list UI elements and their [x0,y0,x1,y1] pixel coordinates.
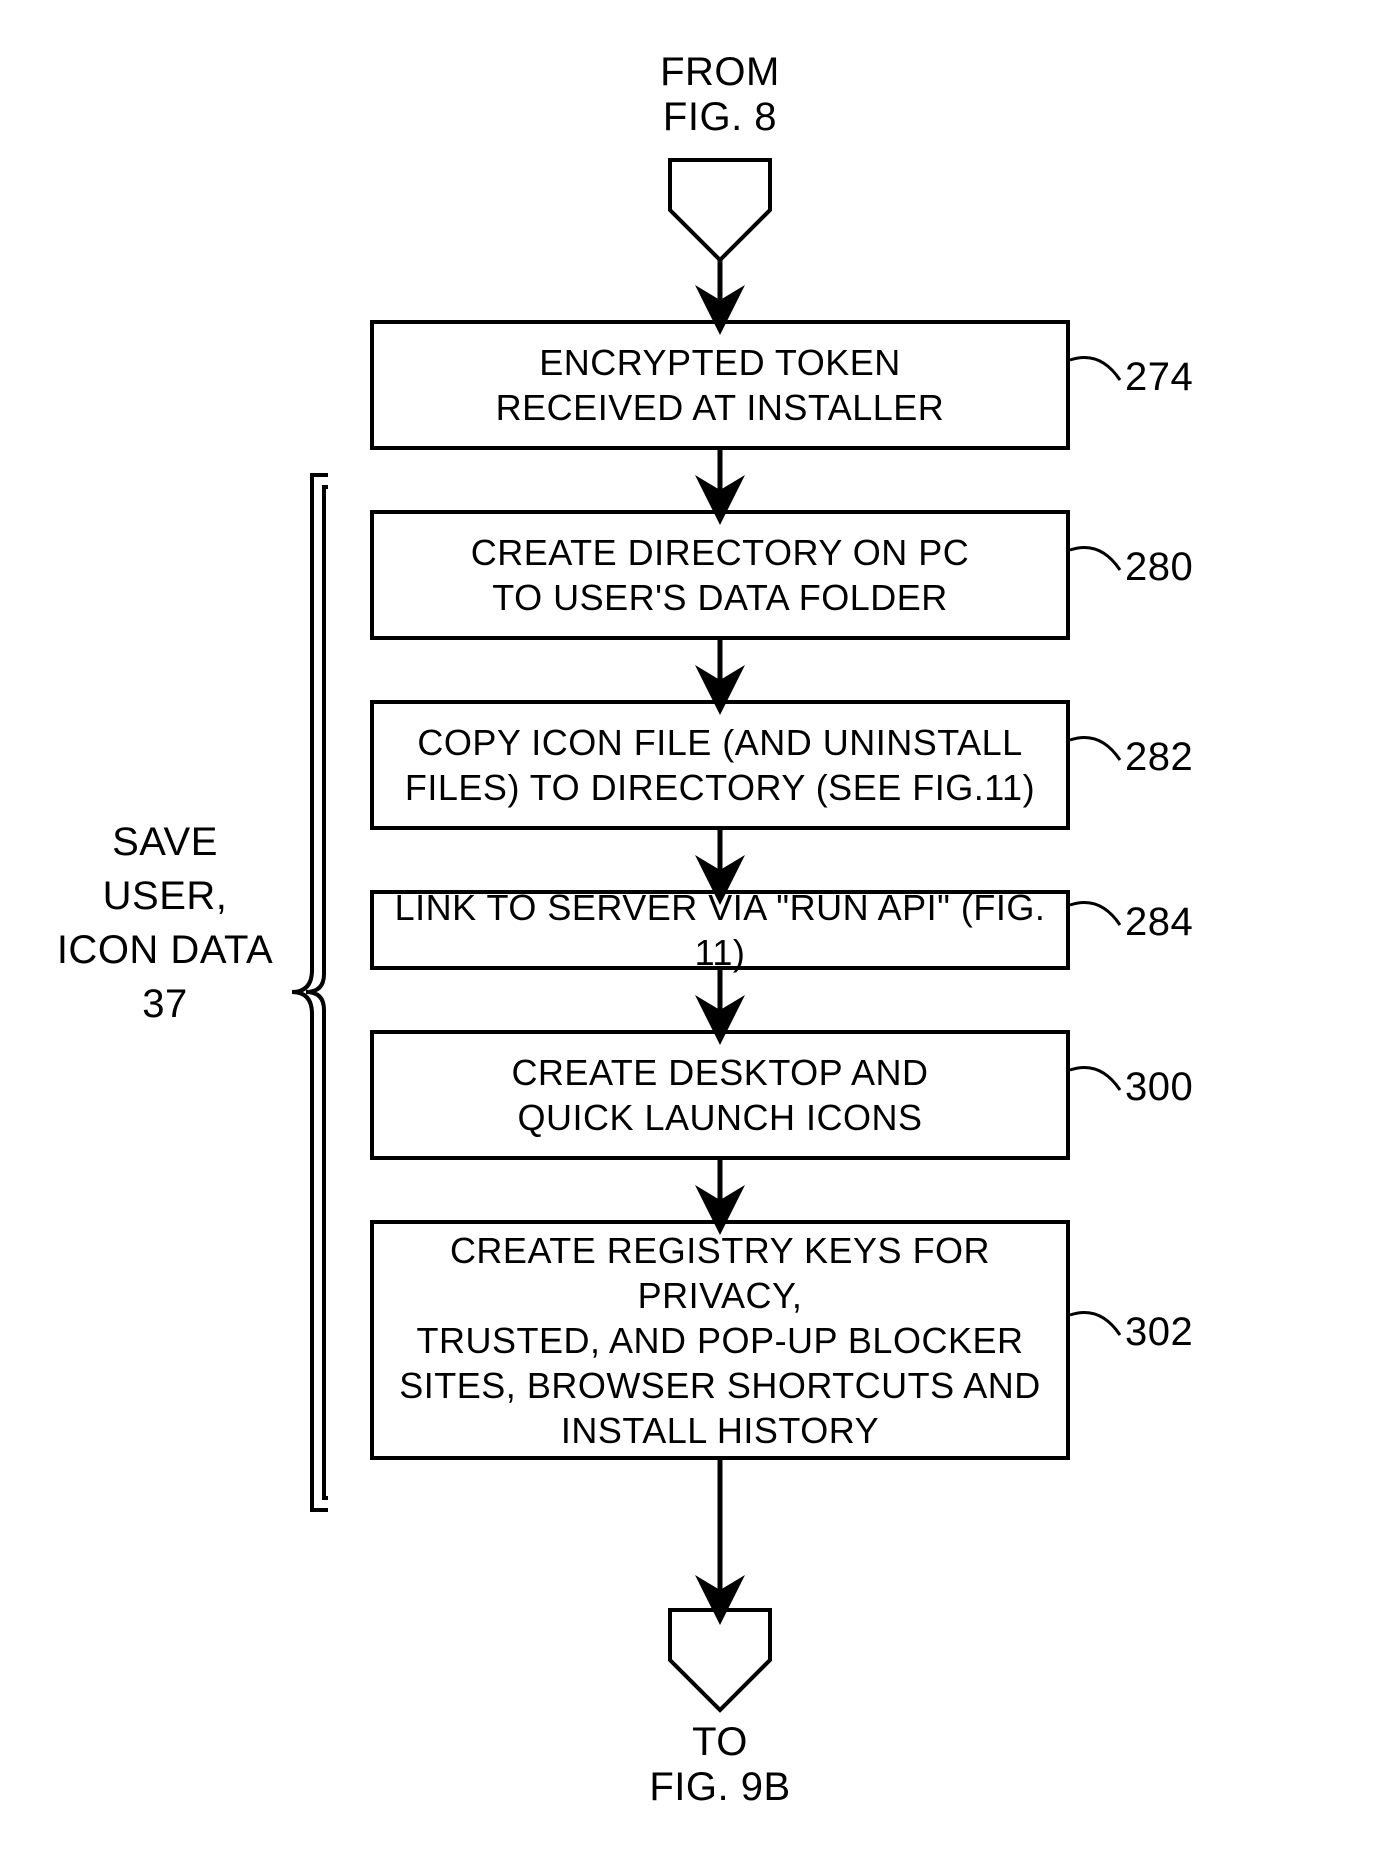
step-300-line2: QUICK LAUNCH ICONS [517,1097,922,1138]
connector-c-letter: C [700,170,740,220]
bracket-outer [292,475,328,1510]
side-label: SAVE USER, ICON DATA 37 [55,815,275,1031]
step-284: LINK TO SERVER VIA "RUN API" (FIG. 11) [370,890,1070,970]
refcurve-300 [1070,1068,1120,1091]
from-line1: FROM [660,50,780,94]
step-274: ENCRYPTED TOKEN RECEIVED AT INSTALLER [370,320,1070,450]
side-line1: SAVE USER, [103,820,228,918]
bracket-inner [306,487,328,1498]
step-280-line2: TO USER'S DATA FOLDER [492,577,947,618]
side-line3: 37 [142,982,188,1026]
refcurve-274 [1070,358,1120,381]
step-284-line1: LINK TO SERVER VIA "RUN API" (FIG. 11) [395,887,1046,973]
from-label: FROM FIG. 8 [630,50,810,140]
step-274-line1: ENCRYPTED TOKEN [539,342,901,383]
ref-274: 274 [1125,355,1193,400]
to-line1: TO [692,1720,748,1764]
refcurve-280 [1070,548,1120,571]
step-302-line1: CREATE REGISTRY KEYS FOR PRIVACY, [450,1230,990,1316]
step-302-line3: SITES, BROWSER SHORTCUTS AND [399,1365,1040,1406]
ref-302: 302 [1125,1310,1193,1355]
ref-300: 300 [1125,1065,1193,1110]
step-302-line4: INSTALL HISTORY [561,1410,879,1451]
step-282-line1: COPY ICON FILE (AND UNINSTALL [417,722,1022,763]
step-302-line2: TRUSTED, AND POP-UP BLOCKER [417,1320,1024,1361]
flowchart-canvas: FROM FIG. 8 SAVE USER, ICON DATA 37 TO F… [0,0,1390,1860]
refcurve-282 [1070,738,1120,761]
step-282: COPY ICON FILE (AND UNINSTALL FILES) TO … [370,700,1070,830]
to-line2: FIG. 9B [649,1765,790,1809]
ref-282: 282 [1125,735,1193,780]
refcurve-284 [1070,903,1120,926]
step-280: CREATE DIRECTORY ON PC TO USER'S DATA FO… [370,510,1070,640]
step-274-line2: RECEIVED AT INSTALLER [496,387,945,428]
to-label: TO FIG. 9B [625,1720,815,1810]
from-line2: FIG. 8 [663,95,777,139]
connector-e-letter: E [700,1620,740,1670]
ref-284: 284 [1125,900,1193,945]
ref-280: 280 [1125,545,1193,590]
step-282-line2: FILES) TO DIRECTORY (SEE FIG.11) [405,767,1035,808]
side-line2: ICON DATA [57,928,273,972]
step-300-line1: CREATE DESKTOP AND [511,1052,928,1093]
step-280-line1: CREATE DIRECTORY ON PC [471,532,969,573]
refcurve-302 [1070,1313,1120,1336]
step-302: CREATE REGISTRY KEYS FOR PRIVACY, TRUSTE… [370,1220,1070,1460]
step-300: CREATE DESKTOP AND QUICK LAUNCH ICONS [370,1030,1070,1160]
